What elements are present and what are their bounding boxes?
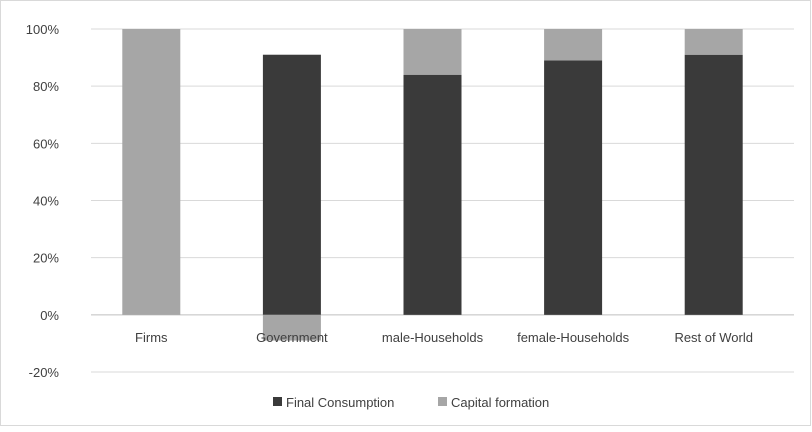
x-tick-label: Government <box>256 330 328 345</box>
bar-capital-formation <box>403 29 462 75</box>
bar-capital-formation <box>122 29 181 315</box>
x-tick-label: Firms <box>135 330 168 345</box>
bar-final-consumption <box>544 60 603 315</box>
x-tick-label: Rest of World <box>674 330 753 345</box>
bar-final-consumption <box>684 54 743 315</box>
legend-swatch <box>273 397 282 406</box>
y-tick-label: 80% <box>33 79 59 94</box>
y-axis: -20% 0% 20% 40% 60% 80% 100% <box>26 22 60 380</box>
bar-capital-formation <box>544 29 603 61</box>
bar-capital-formation <box>684 29 743 55</box>
x-tick-label: male-Households <box>382 330 484 345</box>
bars <box>122 29 743 341</box>
x-axis: Firms Government male-Households female-Hou… <box>135 330 753 345</box>
legend-swatch <box>438 397 447 406</box>
y-tick-label: 60% <box>33 136 59 151</box>
legend-label: Final Consumption <box>286 395 394 410</box>
y-tick-label: 100% <box>26 22 60 37</box>
bar-final-consumption <box>262 54 321 315</box>
y-tick-label: 0% <box>40 308 59 323</box>
x-tick-label: female-Households <box>517 330 630 345</box>
legend-label: Capital formation <box>451 395 549 410</box>
y-tick-label: 20% <box>33 251 59 266</box>
legend: Final Consumption Capital formation <box>273 395 549 410</box>
bar-capital-formation <box>262 314 321 341</box>
bar-final-consumption <box>403 74 462 315</box>
y-tick-label: -20% <box>29 365 60 380</box>
y-tick-label: 40% <box>33 194 59 209</box>
